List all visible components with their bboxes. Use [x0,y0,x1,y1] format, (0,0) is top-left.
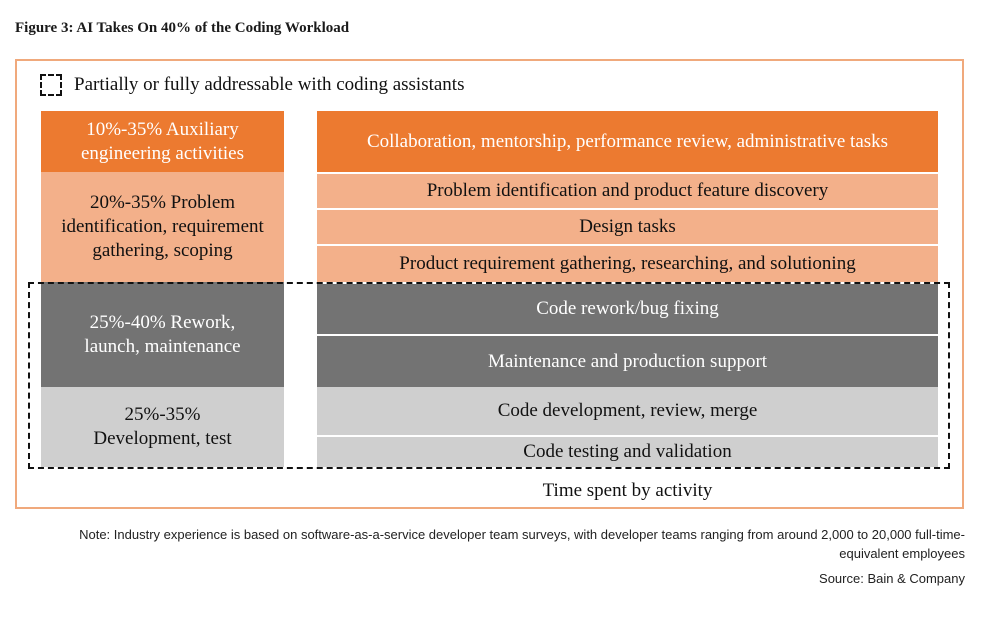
category-development: 25%-35% Development, test [41,387,284,467]
activity-collaboration: Collaboration, mentorship, performance r… [317,111,938,172]
category-rework: 25%-40% Rework, launch, maintenance [41,282,284,387]
activity-requirement-gathering: Product requirement gathering, researchi… [317,246,938,282]
activity-label: Collaboration, mentorship, performance r… [366,130,889,152]
category-label: 25%-35% Development, test [93,404,232,449]
figure-title: Figure 3: AI Takes On 40% of the Coding … [15,20,350,36]
activity-maintenance: Maintenance and production support [317,336,938,387]
legend: Partially or fully addressable with codi… [40,72,464,98]
activity-code-testing: Code testing and validation [317,437,938,467]
activity-label: Code development, review, merge [497,400,758,421]
category-label: 20%-35% Problem identification, requirem… [61,192,264,261]
activity-label: Code testing and validation [523,441,732,462]
note-text: Note: Industry experience is based on so… [79,527,965,561]
figure-frame [15,59,964,509]
dashed-box-legend-icon [40,74,62,96]
category-auxiliary: 10%-35% Auxiliary engineering activities [41,111,284,172]
activity-code-development: Code development, review, merge [317,387,938,437]
category-problem-identification: 20%-35% Problem identification, requirem… [41,172,284,282]
activity-design-tasks: Design tasks [317,210,938,246]
activity-label: Problem identification and product featu… [426,180,829,201]
activity-label: Product requirement gathering, researchi… [399,253,856,274]
activity-label: Code rework/bug fixing [536,298,719,319]
activity-label: Design tasks [579,216,676,237]
activity-code-rework: Code rework/bug fixing [317,284,938,336]
legend-label: Partially or fully addressable with codi… [74,74,465,95]
activity-problem-identification: Problem identification and product featu… [317,174,938,210]
axis-label: Time spent by activity [542,480,713,501]
source-text: Source: Bain & Company [819,571,965,586]
activity-label: Maintenance and production support [487,350,768,372]
category-label: 10%-35% Auxiliary engineering activities [80,118,245,164]
category-label: 25%-40% Rework, launch, maintenance [84,311,241,357]
